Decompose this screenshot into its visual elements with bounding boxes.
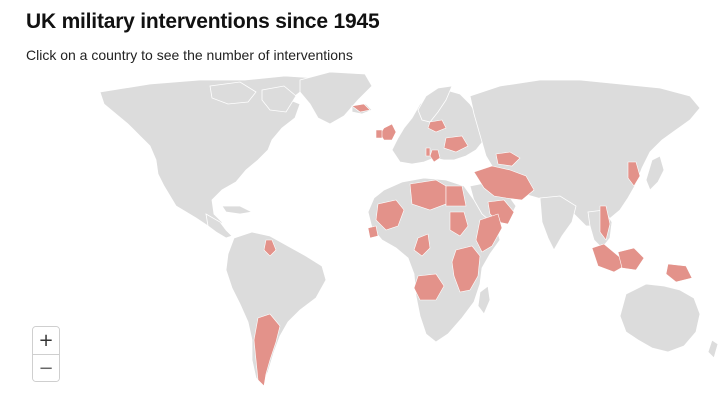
country-zambia[interactable] — [413, 273, 445, 301]
country-cuba[interactable] — [221, 205, 254, 215]
map-title: UK military interventions since 1945 — [26, 10, 380, 33]
country-india[interactable] — [539, 195, 577, 251]
country-somalia-ethiopia[interactable] — [475, 213, 503, 253]
country-arctic-islands[interactable] — [209, 81, 257, 105]
country-vietnam[interactable] — [599, 205, 611, 241]
country-africa[interactable] — [367, 177, 501, 343]
country-argentina[interactable] — [253, 313, 281, 387]
zoom-out-button[interactable]: − — [33, 354, 59, 381]
country-mali[interactable] — [375, 199, 405, 231]
country-madagascar[interactable] — [477, 285, 491, 315]
country-new-zealand[interactable] — [707, 339, 719, 359]
country-sierra-leone[interactable] — [367, 225, 379, 239]
country-poland[interactable] — [427, 119, 447, 133]
country-cameroon[interactable] — [413, 233, 431, 257]
zoom-in-button[interactable]: + — [33, 327, 59, 354]
country-egypt[interactable] — [445, 185, 467, 207]
country-greenland[interactable] — [299, 71, 373, 125]
country-australia[interactable] — [619, 283, 701, 353]
country-ireland[interactable] — [375, 129, 383, 139]
country-albania[interactable] — [425, 147, 431, 157]
country-sudan[interactable] — [449, 211, 469, 237]
country-kenya-uganda-tanzania[interactable] — [451, 245, 481, 293]
country-borneo[interactable] — [617, 247, 645, 271]
map-subtitle: Click on a country to see the number of … — [26, 47, 353, 63]
country-papua[interactable] — [665, 263, 693, 283]
country-korea[interactable] — [627, 161, 641, 187]
country-turkey[interactable] — [495, 151, 521, 167]
country-scandinavia[interactable] — [417, 85, 453, 123]
country-iraq-iran[interactable] — [473, 165, 535, 201]
country-japan[interactable] — [645, 155, 665, 191]
country-central-america[interactable] — [205, 213, 233, 239]
zoom-control: + − — [32, 326, 60, 382]
country-baffin[interactable] — [261, 85, 297, 113]
world-map[interactable] — [0, 68, 722, 409]
country-iceland-highlight[interactable] — [351, 103, 371, 113]
country-uk[interactable] — [379, 123, 397, 141]
country-guyana[interactable] — [263, 239, 277, 257]
country-south-america[interactable] — [225, 231, 327, 385]
world-map-svg[interactable] — [0, 68, 722, 409]
country-ukraine[interactable] — [443, 135, 469, 153]
country-greece[interactable] — [429, 149, 441, 163]
